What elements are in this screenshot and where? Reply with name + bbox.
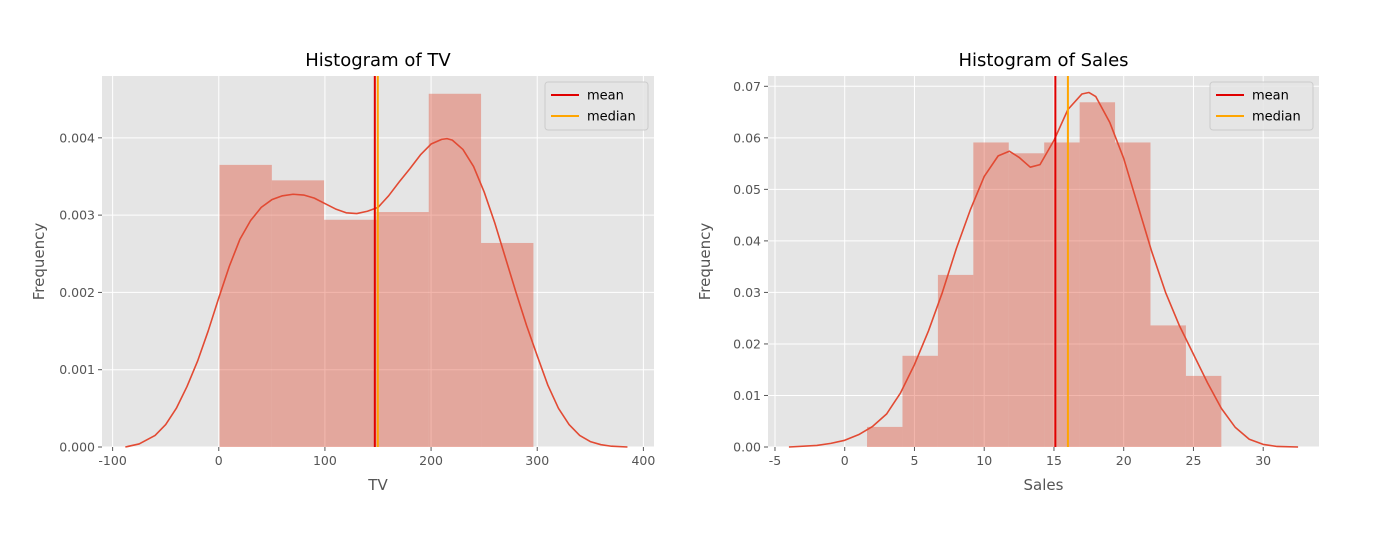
y-tick-label: 0.02: [733, 336, 761, 351]
histogram-bar: [1008, 153, 1045, 447]
x-axis-label: Sales: [1024, 476, 1064, 494]
histogram-bar: [376, 212, 429, 447]
legend-label-median: median: [1252, 110, 1301, 125]
y-tick-label: 0.003: [59, 208, 95, 223]
y-tick-label: 0.00: [733, 440, 761, 455]
y-tick-label: 0.01: [733, 388, 761, 403]
chart-title: Histogram of Sales: [958, 50, 1128, 71]
y-tick-label: 0.07: [733, 79, 761, 94]
x-tick-label: 200: [419, 453, 443, 468]
legend-label-median: median: [587, 110, 636, 125]
y-tick-label: 0.03: [733, 285, 761, 300]
y-tick-label: 0.000: [59, 440, 95, 455]
x-tick-label: 10: [976, 453, 992, 468]
histogram-bar: [867, 426, 903, 447]
histogram-bar: [937, 274, 974, 447]
histogram-bar: [1115, 142, 1151, 448]
sales-histogram-chart: -5 0 5 10 15 20 25 30 0.00 0.01 0.02 0.03 0.04 0.05 0.…: [696, 50, 1319, 494]
x-axis-label: TV: [367, 476, 388, 494]
x-tick-label: 0: [841, 453, 849, 468]
histogram-bar: [324, 219, 377, 447]
x-tick-label: -5: [769, 453, 781, 468]
y-tick-label: 0.004: [59, 130, 95, 145]
legend-label-mean: mean: [1252, 89, 1289, 104]
histogram-bar: [1044, 142, 1080, 448]
y-axis-label: Frequency: [696, 223, 714, 301]
x-tick-label: 400: [631, 453, 655, 468]
histogram-bar: [428, 93, 482, 447]
x-tick-label: 100: [313, 453, 337, 468]
x-tick-label: 5: [910, 453, 918, 468]
y-tick-label: 0.04: [733, 233, 761, 248]
tv-histogram-chart: -100 0 100 200 300 400 0.000 0.001 0.002 0.003 0.0…: [30, 50, 655, 494]
histogram-bar: [1185, 375, 1222, 447]
y-tick-label: 0.05: [733, 182, 761, 197]
chart-title: Histogram of TV: [305, 50, 451, 71]
histogram-bar: [973, 142, 1009, 448]
x-tick-label: 300: [525, 453, 549, 468]
histogram-bar: [481, 242, 534, 447]
histogram-bar: [1079, 102, 1116, 447]
x-tick-label: 25: [1186, 453, 1202, 468]
kde-curve: [788, 91, 1299, 448]
histogram-bar: [902, 355, 938, 447]
kde-curve: [125, 137, 628, 448]
y-tick-label: 0.06: [733, 130, 761, 145]
y-tick-label: 0.001: [59, 362, 95, 377]
x-tick-label: 0: [215, 453, 223, 468]
histogram-bar: [271, 180, 325, 447]
y-tick-label: 0.002: [59, 285, 95, 300]
x-tick-label: 30: [1255, 453, 1271, 468]
legend-label-mean: mean: [587, 89, 624, 104]
x-tick-label: 15: [1046, 453, 1062, 468]
y-axis-label: Frequency: [30, 223, 48, 301]
histogram-bar: [1150, 325, 1186, 447]
histogram-bar: [219, 164, 272, 447]
x-tick-label: -100: [98, 453, 126, 468]
x-tick-label: 20: [1116, 453, 1132, 468]
